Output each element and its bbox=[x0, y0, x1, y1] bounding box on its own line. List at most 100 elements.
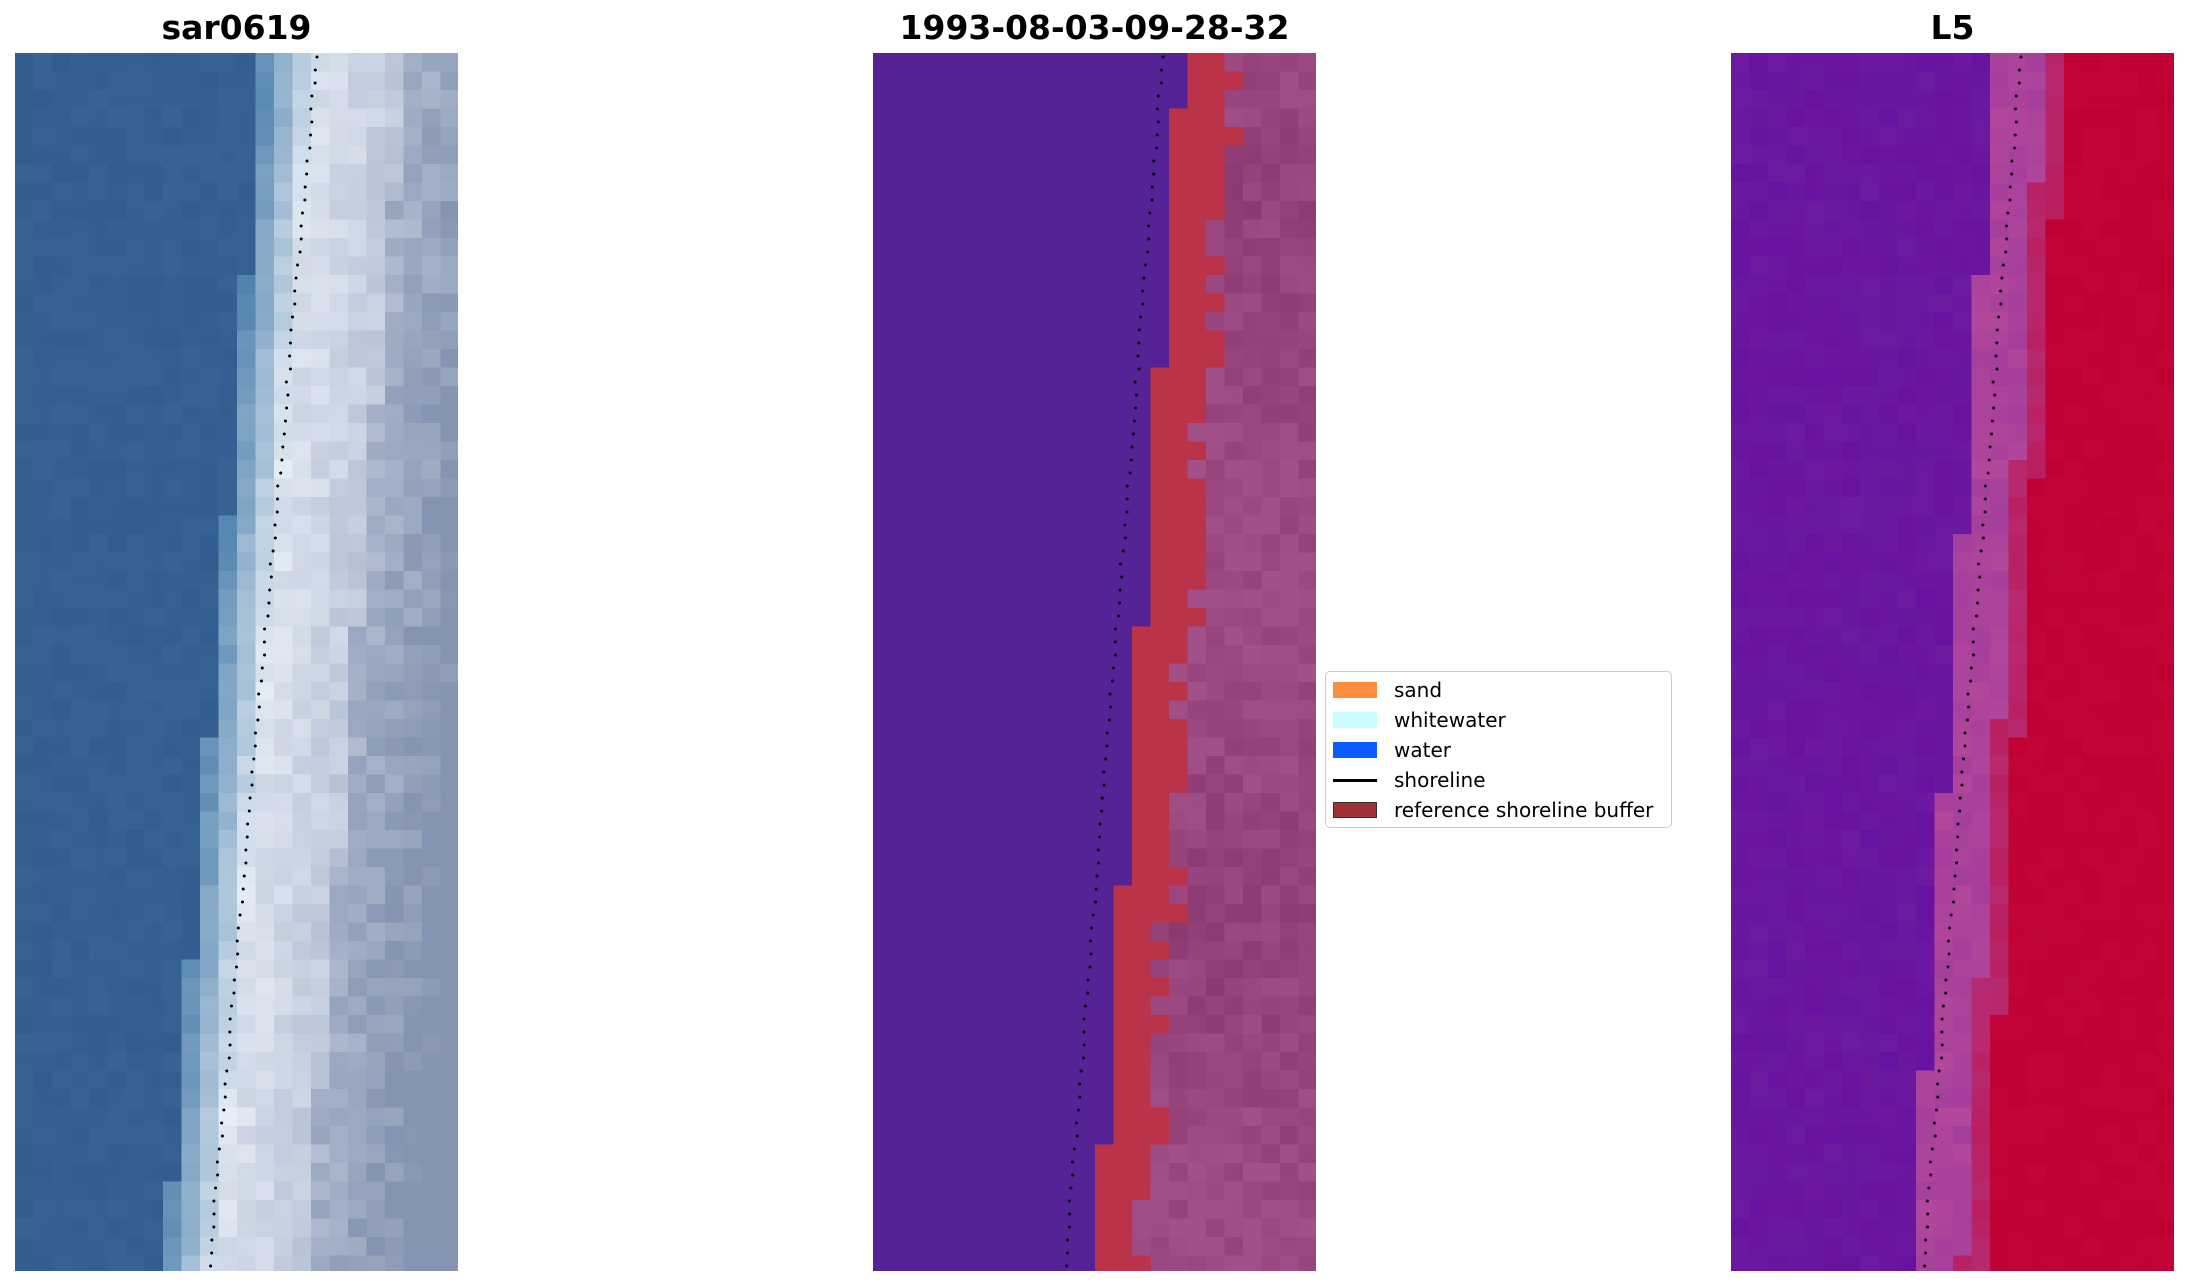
raster-cell bbox=[2008, 127, 2028, 147]
raster-cell bbox=[1916, 904, 1936, 924]
raster-cell bbox=[2064, 460, 2084, 480]
raster-cell bbox=[1169, 1070, 1189, 1090]
raster-cell bbox=[1021, 608, 1041, 628]
raster-cell bbox=[1095, 256, 1115, 276]
raster-cell bbox=[1095, 349, 1115, 369]
raster-cell bbox=[1786, 330, 1806, 350]
raster-cell bbox=[89, 256, 109, 276]
raster-cell bbox=[366, 1015, 386, 1035]
raster-cell bbox=[2027, 608, 2047, 628]
raster-cell bbox=[1280, 1015, 1300, 1035]
raster-cell bbox=[1150, 515, 1170, 535]
raster-cell bbox=[126, 626, 146, 646]
raster-cell bbox=[1021, 1163, 1041, 1183]
raster-cell bbox=[1731, 608, 1751, 628]
raster-cell bbox=[965, 145, 985, 165]
raster-cell bbox=[274, 1200, 294, 1220]
raster-cell bbox=[1971, 904, 1991, 924]
shoreline-point bbox=[305, 159, 309, 163]
raster-cell bbox=[237, 719, 257, 739]
shoreline-point bbox=[236, 952, 240, 956]
raster-cell bbox=[1132, 663, 1152, 683]
shoreline-point bbox=[1094, 887, 1098, 891]
raster-cell bbox=[2138, 922, 2158, 942]
raster-cell bbox=[144, 1107, 164, 1127]
raster-cell bbox=[348, 515, 368, 535]
raster-cell bbox=[910, 959, 930, 979]
raster-cell bbox=[1021, 793, 1041, 813]
raster-cell bbox=[873, 996, 893, 1016]
raster-cell bbox=[1243, 441, 1263, 461]
raster-cell bbox=[1953, 423, 1973, 443]
raster-cell bbox=[910, 885, 930, 905]
raster-cell bbox=[1990, 1144, 2010, 1164]
raster-cell bbox=[1243, 478, 1263, 498]
shoreline-point bbox=[1991, 419, 1995, 423]
raster-cell bbox=[891, 478, 911, 498]
raster-cell bbox=[1971, 571, 1991, 591]
raster-cell bbox=[2138, 238, 2158, 258]
raster-cell bbox=[1971, 330, 1991, 350]
raster-cell bbox=[1916, 793, 1936, 813]
raster-cell bbox=[1879, 1163, 1899, 1183]
raster-cell bbox=[891, 460, 911, 480]
raster-cell bbox=[1823, 978, 1843, 998]
raster-cell bbox=[2082, 423, 2102, 443]
raster-cell bbox=[1860, 349, 1880, 369]
raster-cell bbox=[311, 330, 331, 350]
raster-cell bbox=[1823, 867, 1843, 887]
raster-cell bbox=[1261, 941, 1281, 961]
raster-cell bbox=[1897, 700, 1917, 720]
raster-cell bbox=[1224, 663, 1244, 683]
raster-cell bbox=[89, 645, 109, 665]
shoreline-point bbox=[241, 900, 245, 904]
raster-cell bbox=[1971, 737, 1991, 757]
raster-cell bbox=[1169, 589, 1189, 609]
raster-cell bbox=[965, 756, 985, 776]
raster-cell bbox=[1002, 774, 1022, 794]
raster-cell bbox=[237, 645, 257, 665]
raster-cell bbox=[1879, 312, 1899, 332]
raster-cell bbox=[329, 589, 349, 609]
raster-cell bbox=[126, 182, 146, 202]
raster-cell bbox=[1280, 608, 1300, 628]
raster-cell bbox=[2064, 1089, 2084, 1109]
raster-cell bbox=[1187, 312, 1207, 332]
raster-cell bbox=[2064, 608, 2084, 628]
raster-cell bbox=[1768, 90, 1788, 110]
raster-cell bbox=[311, 349, 331, 369]
raster-cell bbox=[89, 1015, 109, 1035]
raster-cell bbox=[329, 1255, 349, 1271]
raster-cell bbox=[15, 626, 35, 646]
raster-cell bbox=[1261, 71, 1281, 91]
raster-cell bbox=[891, 53, 911, 73]
raster-cell bbox=[200, 386, 220, 406]
raster-cell bbox=[144, 959, 164, 979]
raster-cell bbox=[1768, 219, 1788, 239]
raster-cell bbox=[1224, 996, 1244, 1016]
raster-cell bbox=[255, 441, 275, 461]
raster-cell bbox=[1897, 645, 1917, 665]
raster-cell bbox=[1113, 1126, 1133, 1146]
raster-cell bbox=[107, 1015, 127, 1035]
raster-cell bbox=[218, 719, 238, 739]
raster-cell bbox=[2082, 682, 2102, 702]
raster-cell bbox=[1786, 219, 1806, 239]
raster-cell bbox=[292, 312, 312, 332]
raster-cell bbox=[1842, 515, 1862, 535]
raster-cell bbox=[89, 756, 109, 776]
raster-cell bbox=[385, 1033, 405, 1053]
raster-cell bbox=[1076, 534, 1096, 554]
raster-cell bbox=[1879, 238, 1899, 258]
raster-cell bbox=[422, 71, 442, 91]
raster-cell bbox=[1243, 1126, 1263, 1146]
raster-cell bbox=[440, 645, 458, 665]
raster-cell bbox=[440, 164, 458, 184]
raster-cell bbox=[1280, 811, 1300, 831]
raster-cell bbox=[107, 478, 127, 498]
raster-cell bbox=[928, 1107, 948, 1127]
raster-cell bbox=[52, 737, 72, 757]
raster-cell bbox=[873, 182, 893, 202]
raster-cell bbox=[2064, 201, 2084, 221]
raster-cell bbox=[366, 367, 386, 387]
